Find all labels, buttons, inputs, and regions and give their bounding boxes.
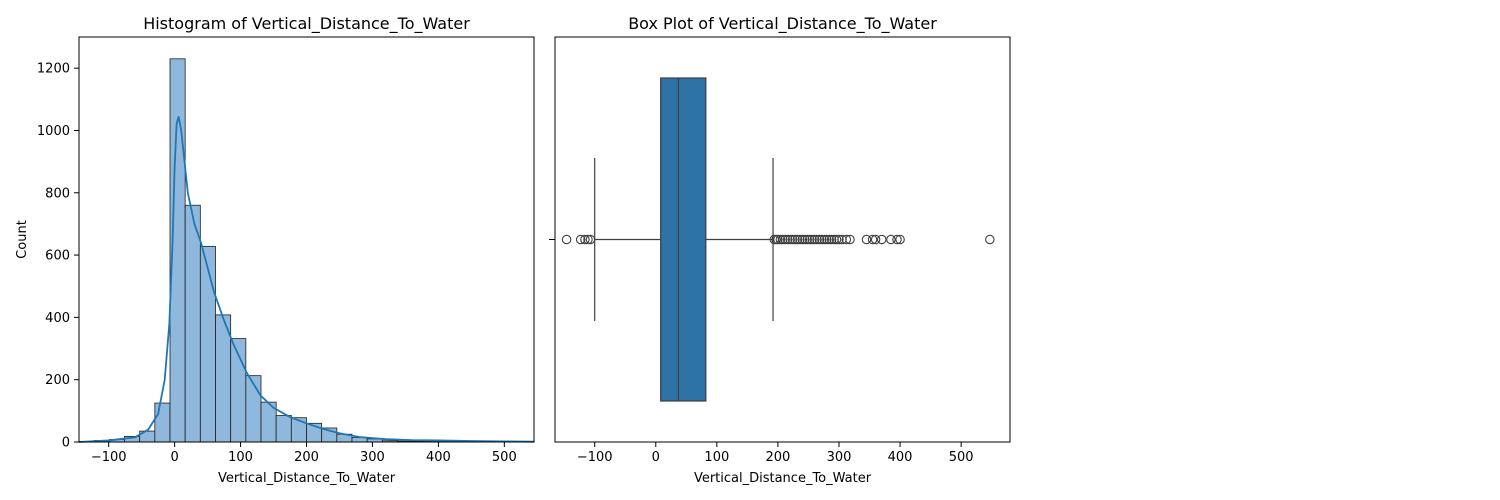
- x-tick-label: −100: [91, 450, 127, 465]
- y-tick-label: 600: [45, 249, 70, 264]
- outlier-point: [819, 234, 830, 245]
- outlier-point: [795, 234, 805, 245]
- iqr-box: [660, 77, 707, 402]
- outlier-point: [809, 234, 820, 245]
- y-tick-label: 0: [62, 436, 70, 451]
- kde-curve: [78, 116, 535, 443]
- outlier-point: [804, 234, 815, 245]
- outlier-point: [812, 234, 822, 245]
- boxplot-panel: Box Plot of Vertical_Distance_To_Water −…: [549, 14, 1011, 486]
- y-tick-label: 800: [45, 186, 70, 201]
- x-tick-label: 100: [228, 450, 253, 465]
- y-tick-label: 200: [45, 373, 70, 388]
- outlier-point: [575, 234, 586, 245]
- x-tick-label: 500: [492, 450, 517, 465]
- outlier-point: [773, 234, 783, 245]
- outlier-point: [841, 234, 852, 245]
- outlier-point: [814, 234, 825, 245]
- outlier-point: [785, 234, 795, 245]
- outlier-point: [800, 234, 810, 245]
- x-tick-label: 200: [294, 450, 319, 465]
- outlier-point: [797, 234, 808, 245]
- outlier-point: [985, 234, 995, 245]
- outlier-point: [867, 234, 878, 245]
- y-tick-label: 400: [45, 311, 70, 326]
- boxplot-outliers: [561, 234, 995, 245]
- histogram-bar: [215, 314, 232, 443]
- histogram-x-label: Vertical_Distance_To_Water: [218, 471, 396, 486]
- outlier-point: [876, 234, 887, 245]
- outlier-point: [780, 234, 790, 245]
- outlier-point: [892, 234, 902, 245]
- histogram-bar: [245, 375, 262, 443]
- x-tick-label: 200: [766, 450, 791, 465]
- histogram-frame: [78, 36, 535, 443]
- outlier-point: [861, 234, 872, 245]
- outlier-point: [790, 234, 800, 245]
- outlier-point: [870, 234, 881, 245]
- outlier-point: [822, 234, 832, 245]
- outlier-point: [845, 234, 855, 245]
- outlier-point: [775, 234, 786, 245]
- y-tick-label: 1200: [37, 62, 70, 77]
- outlier-point: [826, 234, 837, 245]
- x-tick-label: 0: [652, 450, 660, 465]
- histogram-title: Histogram of Vertical_Distance_To_Water: [143, 14, 470, 34]
- outlier-point: [583, 234, 593, 245]
- outlier-point: [787, 234, 798, 245]
- outlier-point: [817, 234, 827, 245]
- outlier-point: [886, 234, 896, 245]
- outlier-point: [782, 234, 793, 245]
- outlier-point: [895, 234, 905, 245]
- outlier-point: [585, 234, 596, 245]
- y-tick-label: 1000: [37, 124, 70, 139]
- outlier-point: [561, 234, 572, 245]
- outlier-point: [778, 234, 788, 245]
- outlier-point: [802, 234, 812, 245]
- x-tick-label: 400: [426, 450, 451, 465]
- x-tick-label: 300: [827, 450, 852, 465]
- outlier-point: [831, 234, 842, 245]
- histogram-bar: [275, 415, 292, 443]
- x-tick-label: 400: [888, 450, 913, 465]
- histogram-panel: Histogram of Vertical_Distance_To_Water …: [15, 14, 535, 486]
- boxplot-shapes: [594, 77, 774, 402]
- boxplot-x-label: Vertical_Distance_To_Water: [694, 471, 872, 486]
- boxplot-title: Box Plot of Vertical_Distance_To_Water: [628, 14, 937, 34]
- x-tick-label: 300: [360, 450, 385, 465]
- histogram-bar: [184, 204, 201, 443]
- x-tick-label: 0: [170, 450, 178, 465]
- histogram-y-ticks: 0 200 400 600 800 1000 1200: [37, 62, 79, 451]
- outlier-point: [834, 234, 844, 245]
- x-tick-label: −100: [577, 450, 613, 465]
- histogram-x-ticks: −100 0 100 200 300 400 500: [91, 442, 517, 465]
- x-tick-label: 500: [949, 450, 974, 465]
- boxplot-x-ticks: −100 0 100 200 300 400 500: [577, 442, 974, 465]
- outlier-point: [807, 234, 817, 245]
- histogram-bar: [199, 245, 216, 443]
- histogram-bar: [154, 402, 171, 443]
- outlier-point: [792, 234, 803, 245]
- outlier-point: [580, 234, 590, 245]
- histogram-y-label: Count: [15, 220, 30, 259]
- outlier-point: [824, 234, 834, 245]
- x-tick-label: 100: [704, 450, 729, 465]
- histogram-bars: [78, 58, 535, 443]
